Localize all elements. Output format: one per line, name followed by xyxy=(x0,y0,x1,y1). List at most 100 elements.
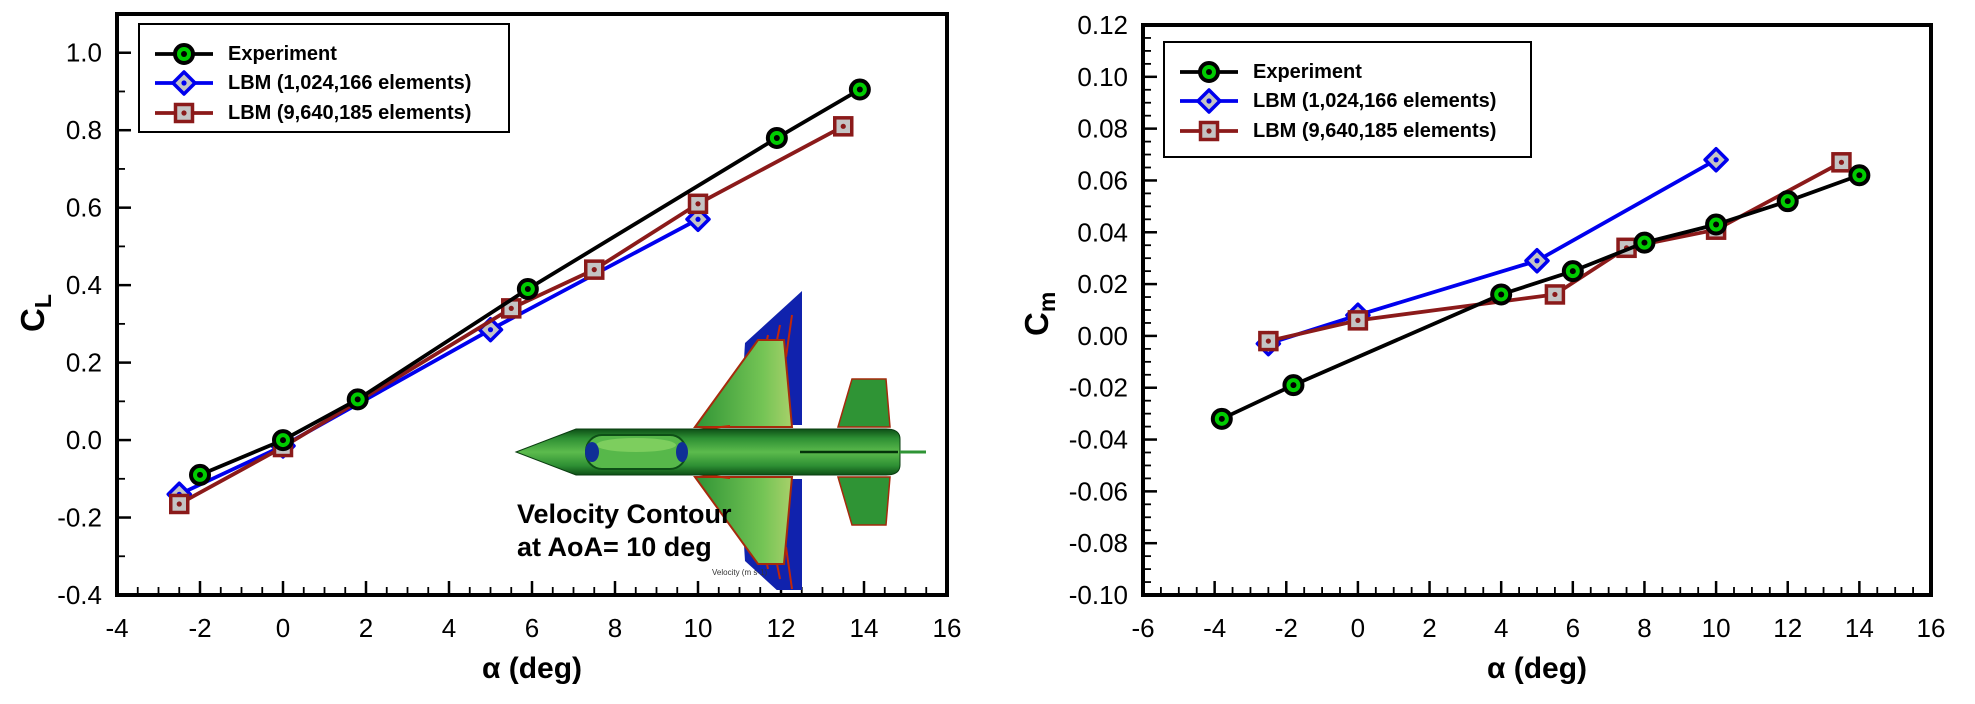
inset-caption-line2: at AoA= 10 deg xyxy=(517,532,712,562)
x-tick-label: -6 xyxy=(1131,613,1154,643)
y-tick-label: 0.06 xyxy=(1077,165,1128,195)
inset-colorbar-label: Velocity (m s-1) xyxy=(712,568,768,577)
legend-item-lbm-coarse: LBM (1,024,166 elements) xyxy=(1178,87,1530,117)
legend-sample-marker xyxy=(171,70,197,96)
data-point xyxy=(1561,260,1584,283)
data-point xyxy=(1282,374,1305,397)
legend-marker-experiment xyxy=(155,42,213,65)
legend-item-experiment: Experiment xyxy=(153,39,508,69)
legend-item-lbm-coarse: LBM (1,024,166 elements) xyxy=(153,69,508,99)
legend-sample-marker xyxy=(1196,88,1222,114)
legend-label: LBM (9,640,185 elements) xyxy=(1253,119,1497,142)
data-point xyxy=(169,493,190,515)
y-tick-label: -0.10 xyxy=(1069,580,1128,610)
x-tick-label: 4 xyxy=(442,613,456,643)
legend-cl-chart: Experiment LBM (1,024,166 elements) LBM … xyxy=(138,23,510,133)
data-point xyxy=(687,193,709,215)
chart-cm_vs_alpha: -6 -4 -2 0 2 4 6 8 10 12 14 16 0.12 0.10 0.08 0.06 0.04 0… xyxy=(1018,10,1945,685)
x-tick-label: 14 xyxy=(1845,613,1874,643)
x-tick-label: 12 xyxy=(1773,613,1802,643)
y-tick-label: 0.0 xyxy=(66,425,102,455)
y-tick-label: 0.00 xyxy=(1077,321,1128,351)
legend-cm-chart: Experiment LBM (1,024,166 elements) LBM … xyxy=(1163,41,1532,158)
x-tick-label: 16 xyxy=(933,613,962,643)
legend-marker-lbm-fine xyxy=(1180,120,1238,141)
legend-sample-marker xyxy=(173,42,195,65)
x-tick-label: 14 xyxy=(850,613,879,643)
data-point xyxy=(1703,146,1729,173)
y-tick-label: 0.6 xyxy=(66,193,102,223)
y-tick-label: -0.4 xyxy=(57,580,102,610)
x-tick-label: 10 xyxy=(1702,613,1731,643)
y-tick-label: -0.08 xyxy=(1069,528,1128,558)
data-point xyxy=(189,463,211,486)
series-line-0 xyxy=(1219,173,1862,421)
legend-item-lbm-fine: LBM (9,640,185 elements) xyxy=(1178,116,1530,146)
data-point xyxy=(1776,190,1799,213)
legend-marker-lbm-fine xyxy=(155,102,213,123)
legend-item-lbm-fine: LBM (9,640,185 elements) xyxy=(153,98,508,128)
data-point xyxy=(516,278,539,301)
intake-right xyxy=(676,442,688,462)
legend-label: LBM (9,640,185 elements) xyxy=(228,101,472,124)
legend-label: Experiment xyxy=(228,42,337,65)
x-tick-label: 0 xyxy=(276,613,290,643)
data-point xyxy=(848,78,871,101)
data-point xyxy=(1347,310,1369,331)
x-tick-label: -4 xyxy=(1203,613,1226,643)
aircraft-wing-bottom xyxy=(693,476,794,565)
y-tick-label: -0.2 xyxy=(57,503,102,533)
y-tick-label: 0.12 xyxy=(1077,10,1128,40)
legend-label: LBM (1,024,166 elements) xyxy=(228,72,472,95)
data-point xyxy=(272,429,294,452)
aircraft-tailplane-top xyxy=(837,378,891,428)
data-point xyxy=(1831,152,1852,173)
y-tick-label: 1.0 xyxy=(66,38,102,68)
x-tick-label: -2 xyxy=(1275,613,1298,643)
x-tick-label: 6 xyxy=(525,613,539,643)
data-point xyxy=(1210,407,1233,430)
data-point xyxy=(765,126,788,149)
y-tick-label: -0.02 xyxy=(1069,373,1128,403)
inset-caption-line1: Velocity Contour xyxy=(517,499,732,529)
data-point xyxy=(1490,283,1513,306)
x-tick-label: 12 xyxy=(767,613,796,643)
legend-marker-lbm-coarse xyxy=(1180,88,1238,114)
x-tick-label: 0 xyxy=(1351,613,1365,643)
legend-sample-marker xyxy=(1198,60,1220,83)
data-point xyxy=(833,116,854,137)
inset-caption: Velocity Contour at AoA= 10 deg xyxy=(517,498,732,564)
chart-cl_vs_alpha: -4 -2 0 2 4 6 8 10 12 14 16 1.0 0.8 0.6 0.4 0.2 0.0 -0.2 -… xyxy=(14,12,962,685)
x-tick-label: 16 xyxy=(1917,613,1946,643)
data-point xyxy=(1705,213,1728,236)
y-tick-label: 0.04 xyxy=(1077,217,1128,247)
x-tick-label: 4 xyxy=(1494,613,1508,643)
y-tick-label: 0.2 xyxy=(66,348,102,378)
x-tick-label: 2 xyxy=(359,613,373,643)
data-point xyxy=(584,259,605,280)
series-line-2 xyxy=(177,124,846,506)
x-tick-label: 8 xyxy=(1637,613,1651,643)
y-tick-label: 0.4 xyxy=(66,270,102,300)
velocity-contour-inset xyxy=(514,291,926,590)
data-point xyxy=(1544,284,1566,305)
intake-left xyxy=(585,442,599,462)
data-point xyxy=(1633,231,1656,254)
legend-label: Experiment xyxy=(1253,60,1362,83)
legend-sample-marker xyxy=(173,102,195,123)
y-tick-label: -0.04 xyxy=(1069,425,1128,455)
data-point xyxy=(1524,248,1550,274)
y-tick-label: 0.02 xyxy=(1077,269,1128,299)
x-tick-label: 8 xyxy=(608,613,622,643)
legend-marker-lbm-coarse xyxy=(155,70,213,96)
legend-marker-experiment xyxy=(1180,60,1238,83)
x-axis-label: α (deg) xyxy=(482,652,582,685)
canopy-highlight xyxy=(596,438,676,452)
data-point xyxy=(1258,330,1279,352)
y-axis-label: CL xyxy=(14,294,56,332)
data-point xyxy=(1848,164,1871,187)
x-tick-label: 6 xyxy=(1566,613,1580,643)
y-tick-label: 0.8 xyxy=(66,115,102,145)
